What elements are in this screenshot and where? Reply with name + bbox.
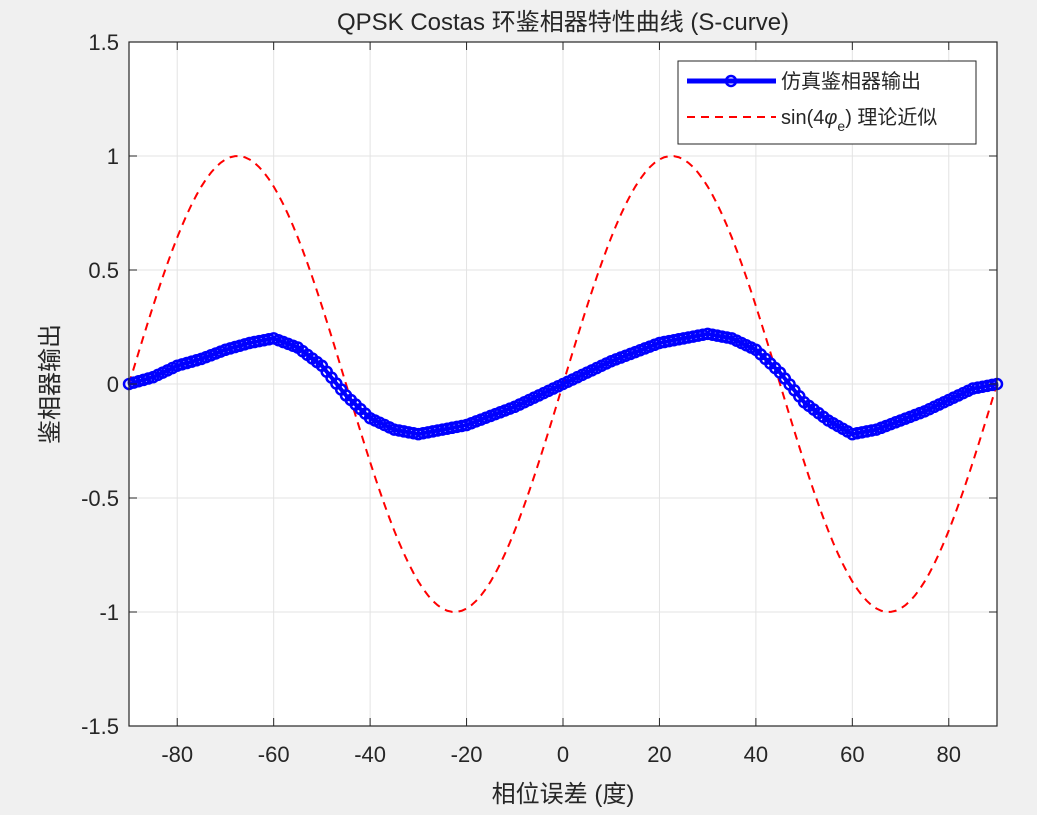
legend-label-theoretical-subscript: e	[837, 118, 845, 134]
y-tick-label: -1	[99, 600, 119, 625]
chart-title: QPSK Costas 环鉴相器特性曲线 (S-curve)	[337, 9, 789, 36]
x-tick-label: 80	[937, 742, 961, 767]
x-tick-label: -60	[258, 742, 290, 767]
legend-label-theoretical: sin(4φe) 理论近似	[781, 106, 937, 134]
legend-box	[677, 60, 977, 145]
legend-marker-simulated	[724, 74, 738, 88]
x-axis-label: 相位误差 (度)	[492, 781, 635, 808]
x-tick-label: -40	[354, 742, 386, 767]
y-tick-label: -1.5	[81, 714, 119, 739]
legend-label-simulated: 仿真鉴相器输出	[781, 70, 921, 93]
legend-label-theoretical-symbol: φ	[824, 107, 837, 129]
legend-label-theoretical-suffix: ) 理论近似	[845, 106, 937, 129]
x-tick-label: -20	[451, 742, 483, 767]
y-tick-label: 0	[107, 372, 119, 397]
ticks: -80 -60 -40 -20 0 20 40 60 80 -1.5 -1 -0.5 0 0.5 1 1.5	[81, 30, 997, 767]
y-axis-label: 鉴相器输出	[37, 324, 64, 444]
x-tick-label: 20	[647, 742, 671, 767]
x-tick-label: 40	[744, 742, 768, 767]
y-tick-label: -0.5	[81, 486, 119, 511]
y-tick-label: 1	[107, 144, 119, 169]
x-tick-label: 60	[840, 742, 864, 767]
series-simulated	[122, 327, 1004, 441]
x-tick-label: -80	[161, 742, 193, 767]
y-tick-label: 0.5	[88, 258, 119, 283]
legend-label-theoretical-prefix: sin(4	[781, 107, 824, 129]
legend: 仿真鉴相器输出 sin(4φe) 理论近似	[677, 60, 977, 145]
y-tick-label: 1.5	[88, 30, 119, 55]
x-tick-label: 0	[557, 742, 569, 767]
